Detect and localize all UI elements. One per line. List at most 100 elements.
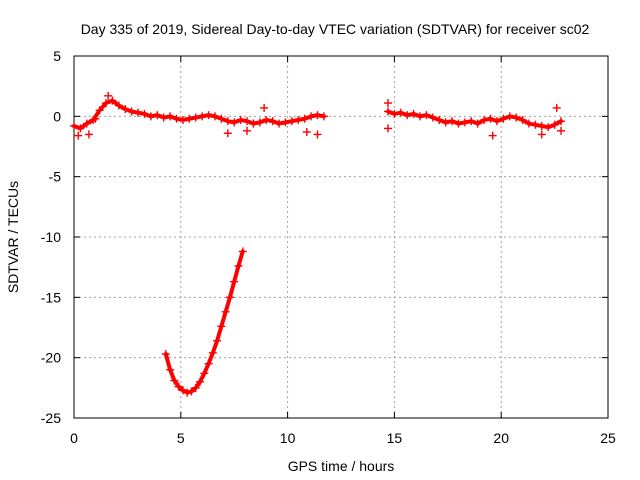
data-point (275, 119, 284, 128)
data-point (460, 118, 469, 127)
data-point (307, 112, 316, 121)
x-tick-label: 5 (177, 430, 185, 446)
data-point (161, 350, 170, 359)
axis-ticks (73, 55, 609, 419)
y-tick-label: 0 (53, 108, 61, 124)
data-point (217, 322, 226, 331)
data-point (82, 119, 91, 128)
data-point (230, 277, 239, 286)
data-point (153, 111, 162, 120)
y-tick-label: -5 (49, 169, 62, 185)
data-point (467, 117, 476, 126)
data-point (208, 348, 217, 357)
data-point (108, 96, 117, 105)
grid (74, 56, 608, 418)
data-point (319, 112, 328, 121)
data-point (262, 115, 271, 124)
data-point (396, 108, 405, 117)
data-point (196, 377, 205, 386)
data-point (243, 126, 252, 135)
data-point (552, 103, 561, 112)
data-point (557, 126, 566, 135)
data-point (200, 369, 209, 378)
y-axis-label: SDTVAR / TECUs (5, 181, 21, 293)
data-point (512, 113, 521, 122)
data-point (531, 120, 540, 129)
data-point (428, 113, 437, 122)
data-point (102, 99, 111, 108)
data-point (383, 107, 392, 116)
data-point (236, 115, 245, 124)
data-point (230, 118, 239, 127)
chart-title: Day 335 of 2019, Sidereal Day-to-day VTE… (81, 21, 590, 37)
x-axis-label: GPS time / hours (288, 458, 395, 474)
data-point (435, 115, 444, 124)
data-point (281, 118, 290, 127)
data-point (198, 112, 207, 121)
data-point (134, 108, 143, 117)
data-point (486, 114, 495, 123)
y-tick-label: -25 (41, 410, 61, 426)
y-tick-label: 5 (53, 48, 61, 64)
data-point (441, 118, 450, 127)
data-point (550, 120, 559, 129)
data-point (300, 114, 309, 123)
data-point (255, 118, 264, 127)
data-point (480, 115, 489, 124)
data-point (268, 117, 277, 126)
data-point (70, 121, 78, 130)
data-point (217, 114, 226, 123)
data-point (95, 106, 104, 115)
series-line-main-band-early (72, 98, 326, 131)
data-point (225, 293, 234, 302)
data-point (488, 131, 497, 140)
data-point (84, 130, 93, 139)
data-point (76, 124, 85, 133)
data-point (238, 247, 247, 256)
x-tick-label: 20 (493, 430, 509, 446)
data-point (505, 112, 514, 121)
data-point (294, 115, 303, 124)
x-tick-label: 0 (70, 430, 78, 446)
data-point (390, 109, 399, 118)
data-point (170, 376, 179, 385)
data-point (166, 365, 175, 374)
data-point (537, 121, 546, 130)
x-tick-label: 25 (600, 430, 616, 446)
data-point (172, 114, 181, 123)
y-tick-label: -15 (41, 289, 61, 305)
data-point (260, 103, 269, 112)
data-point (403, 111, 412, 120)
data-point (492, 117, 501, 126)
y-tick-label: -20 (41, 350, 61, 366)
data-point (518, 115, 527, 124)
data-point (416, 112, 425, 121)
data-layer (70, 91, 566, 397)
data-point (166, 112, 175, 121)
data-point (183, 388, 192, 397)
data-point (249, 119, 258, 128)
data-point (178, 386, 187, 395)
data-point (223, 129, 232, 138)
y-tick-label: -10 (41, 229, 61, 245)
data-point (448, 117, 457, 126)
data-point (159, 113, 168, 122)
data-point (557, 117, 566, 126)
data-point (174, 382, 183, 391)
data-point (524, 119, 533, 128)
data-point (91, 114, 100, 123)
data-point (473, 119, 482, 128)
data-point (409, 109, 418, 118)
x-tick-label: 10 (280, 430, 296, 446)
data-point (178, 115, 187, 124)
data-point (243, 117, 252, 126)
x-tick-label: 15 (387, 430, 403, 446)
data-point (223, 117, 232, 126)
data-point (104, 91, 113, 100)
data-point (422, 111, 431, 120)
data-point (204, 359, 213, 368)
data-point (210, 112, 219, 121)
data-point (383, 99, 392, 108)
data-point (544, 123, 553, 132)
